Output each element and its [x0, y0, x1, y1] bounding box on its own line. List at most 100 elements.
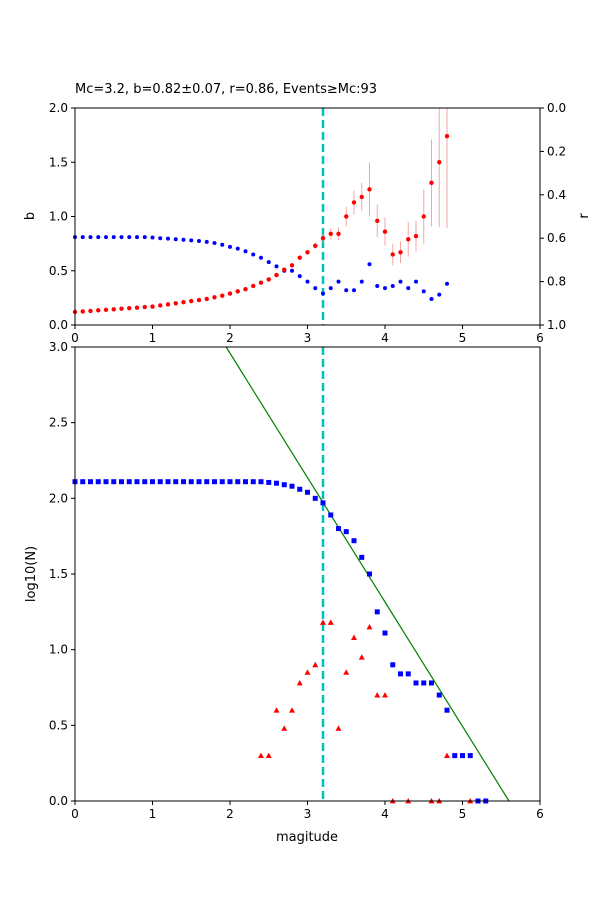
top-y2tick-label: 0.4: [547, 188, 566, 202]
bottom-xlabel: magitude: [276, 830, 338, 845]
noncumulative-point: [366, 623, 373, 630]
r-value-point: [398, 279, 403, 284]
top-xtick-label: 2: [226, 331, 234, 345]
b-value-point: [96, 308, 101, 313]
cumulative-point: [436, 692, 442, 698]
r-value-point: [189, 238, 194, 243]
b-value-point: [305, 250, 310, 255]
cumulative-point: [274, 480, 279, 486]
b-value-point: [429, 180, 434, 186]
top-xtick-label: 6: [536, 331, 544, 345]
bottom-ytick-label: 1.0: [49, 643, 68, 657]
b-value-point: [328, 231, 333, 237]
bottom-ytick-label: 3.0: [49, 340, 68, 354]
b-value-point: [351, 200, 357, 205]
cumulative-point: [212, 479, 217, 485]
top-y2tick-label: 1.0: [547, 318, 566, 332]
cumulative-point: [351, 538, 357, 544]
cumulative-point: [390, 662, 396, 668]
top-panel: 0 1 2 3 4 5 6 0.0 0.5 1.0 1.5 2.0 0.0 0.2 0.4 0.6 0.8 1.0…: [23, 101, 592, 345]
r-value-point: [96, 235, 101, 240]
noncumulative-point: [351, 634, 357, 640]
cumulative-point: [297, 486, 303, 492]
top-xtick-label: 1: [149, 331, 157, 345]
b-value-point: [134, 305, 140, 310]
cumulative-point: [421, 680, 427, 686]
top-ytick-label: 1.5: [49, 155, 68, 169]
r-value-point: [197, 239, 201, 244]
top-ytick-label: 1.0: [49, 210, 68, 224]
cumulative-point: [88, 479, 93, 485]
bottom-ytick-label: 1.5: [49, 567, 68, 581]
top-ytick-label: 0.5: [49, 264, 68, 278]
top-r-series: [73, 235, 449, 301]
bottom-ytick-label: 0.0: [49, 794, 68, 808]
cumulative-point: [289, 483, 295, 489]
b-value-point: [367, 187, 372, 192]
r-value-point: [352, 288, 356, 293]
r-value-point: [313, 286, 318, 291]
cumulative-point: [165, 479, 171, 485]
r-value-point: [445, 281, 449, 286]
cumulative-point: [382, 630, 388, 636]
bottom-panel: 0 1 2 3 4 5 6 0.0 0.5 1.0 1.5 2.0 2.5 3.0 magitude lo…: [24, 340, 544, 845]
b-value-point: [375, 218, 380, 224]
cumulative-point: [126, 479, 132, 485]
b-value-point: [344, 214, 349, 219]
top-y2tick-label: 0.8: [547, 275, 566, 289]
r-value-point: [383, 286, 387, 291]
r-value-point: [390, 283, 395, 288]
bottom-ytick-label: 2.5: [49, 416, 68, 430]
r-value-point: [421, 289, 426, 294]
cumulative-point: [243, 479, 248, 485]
top-ytick-label: 0.0: [49, 318, 68, 332]
noncumulative-point: [312, 661, 319, 668]
bottom-cumulative-series: [72, 479, 489, 804]
r-value-point: [437, 292, 442, 297]
cumulative-point: [235, 479, 241, 485]
b-value-point: [266, 277, 271, 282]
bottom-xtick-label: 1: [149, 807, 157, 821]
r-value-point: [328, 286, 333, 291]
r-value-point: [259, 255, 263, 260]
r-value-point: [104, 235, 108, 240]
noncumulative-point: [444, 752, 450, 758]
cumulative-point: [80, 479, 86, 485]
b-value-point: [258, 280, 264, 285]
r-value-point: [228, 244, 232, 249]
b-value-point: [165, 302, 171, 307]
bottom-xtick-label: 5: [459, 807, 467, 821]
bottom-ytick-label: 2.0: [49, 491, 68, 505]
b-value-point: [204, 296, 209, 302]
cumulative-point: [413, 680, 419, 686]
r-value-point: [406, 286, 411, 291]
b-value-point: [413, 233, 419, 239]
cumulative-point: [359, 554, 365, 560]
r-value-point: [367, 262, 372, 267]
b-value-point: [274, 272, 279, 278]
bottom-ytick-label: 0.5: [49, 718, 68, 732]
r-value-point: [158, 236, 163, 241]
chart-title: Mc=3.2, b=0.82±0.07, r=0.86, Events≥Mc:9…: [75, 82, 377, 97]
cumulative-point: [429, 680, 434, 686]
b-value-point: [119, 306, 124, 311]
b-value-point: [212, 295, 217, 300]
cumulative-point: [103, 479, 109, 485]
b-value-point: [181, 300, 186, 305]
b-value-point: [189, 298, 194, 304]
top-xtick-label: 5: [459, 331, 467, 345]
cumulative-point: [467, 753, 473, 759]
cumulative-point: [95, 479, 101, 485]
r-value-point: [290, 268, 294, 273]
noncumulative-point: [335, 725, 342, 731]
b-value-point: [196, 297, 202, 303]
top-xtick-label: 4: [381, 331, 389, 345]
top-errorbar-layer: [307, 108, 448, 266]
cumulative-point: [204, 479, 210, 485]
top-y2tick-label: 0.0: [547, 101, 566, 115]
cumulative-point: [405, 671, 411, 677]
b-value-point: [251, 283, 256, 289]
cumulative-point: [157, 479, 163, 485]
cumulative-point: [150, 479, 155, 485]
